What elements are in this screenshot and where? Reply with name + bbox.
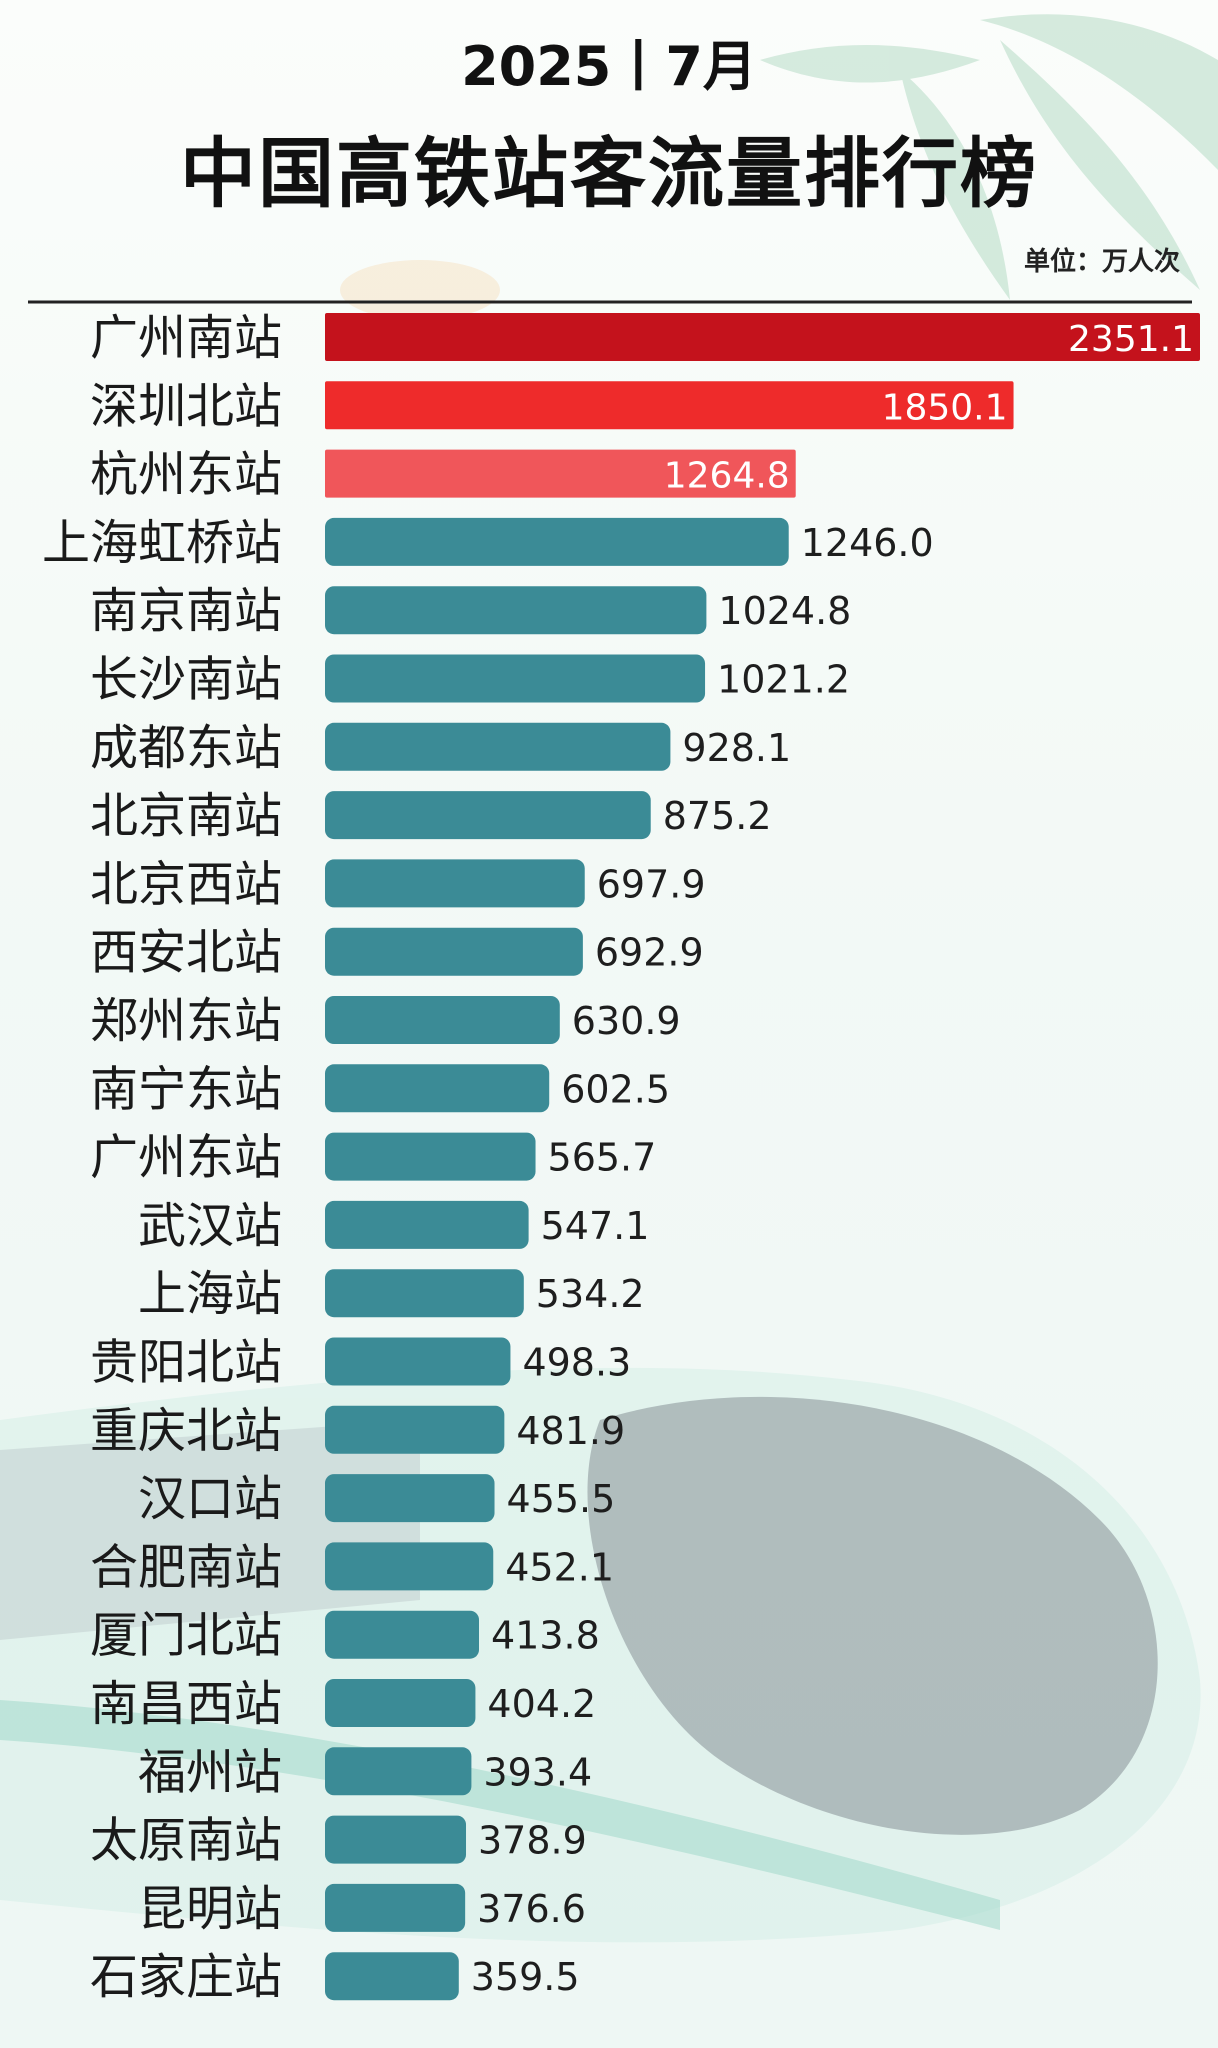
bar <box>325 1132 536 1181</box>
value-label: 697.9 <box>597 862 706 906</box>
value-label: 928.1 <box>682 726 791 770</box>
category-label: 合肥南站 <box>90 1539 282 1595</box>
category-label: 北京西站 <box>90 856 282 912</box>
category-label: 成都东站 <box>90 720 282 776</box>
bar <box>325 1405 505 1454</box>
bar <box>325 1200 529 1249</box>
value-label: 413.8 <box>491 1614 600 1658</box>
bar <box>325 1542 494 1591</box>
value-label: 404.2 <box>487 1682 596 1726</box>
value-label: 376.6 <box>477 1887 586 1931</box>
bar <box>325 1474 495 1523</box>
value-label: 1850.1 <box>882 387 1008 428</box>
bar <box>325 1337 511 1386</box>
category-label: 福州站 <box>138 1744 282 1800</box>
bar <box>325 517 789 566</box>
value-label: 378.9 <box>478 1819 587 1863</box>
bar <box>325 1883 466 1932</box>
value-label: 534.2 <box>536 1272 645 1316</box>
category-label: 武汉站 <box>138 1198 282 1254</box>
bar <box>325 722 671 771</box>
bar <box>325 1679 476 1727</box>
category-label: 石家庄站 <box>90 1949 282 2005</box>
bar <box>325 1064 550 1113</box>
value-label: 452.1 <box>505 1545 614 1589</box>
bar <box>325 381 1014 430</box>
unit-label: 单位：万人次 <box>1024 246 1180 277</box>
value-label: 1246.0 <box>801 521 934 565</box>
category-label: 长沙南站 <box>90 652 282 708</box>
category-label: 上海虹桥站 <box>42 515 282 571</box>
value-label: 630.9 <box>572 999 681 1043</box>
category-label: 太原南站 <box>90 1813 282 1869</box>
category-label: 深圳北站 <box>90 378 282 434</box>
bar <box>325 654 706 703</box>
category-label: 南昌西站 <box>90 1676 282 1732</box>
category-label: 昆明站 <box>138 1881 282 1937</box>
value-label: 692.9 <box>595 931 704 975</box>
category-label: 杭州东站 <box>90 447 282 503</box>
value-label: 2351.1 <box>1068 319 1194 360</box>
category-label: 南宁东站 <box>90 1061 282 1117</box>
bar <box>325 1747 472 1796</box>
value-label: 875.2 <box>663 794 772 838</box>
value-label: 565.7 <box>548 1136 657 1180</box>
value-label: 1021.2 <box>717 658 850 702</box>
category-label: 汉口站 <box>138 1471 282 1527</box>
value-label: 393.4 <box>483 1750 592 1794</box>
category-label: 南京南站 <box>90 583 282 639</box>
bar <box>325 449 796 498</box>
value-label: 481.9 <box>516 1409 625 1453</box>
bar <box>325 927 583 976</box>
category-label: 贵阳北站 <box>90 1335 282 1391</box>
bar <box>325 1269 524 1318</box>
bar <box>325 1610 480 1659</box>
category-label: 上海站 <box>138 1266 282 1322</box>
category-label: 广州南站 <box>90 310 282 366</box>
category-label: 广州东站 <box>90 1130 282 1186</box>
value-label: 602.5 <box>561 1067 670 1111</box>
category-label: 郑州东站 <box>90 993 282 1049</box>
bar <box>325 859 585 908</box>
bar <box>325 1952 459 2001</box>
chart-title: 中国高铁站客流量排行榜 <box>180 129 1038 218</box>
period-label: 2025丨7月 <box>461 35 757 98</box>
value-label: 359.5 <box>471 1955 580 1999</box>
category-label: 西安北站 <box>90 925 282 981</box>
category-label: 厦门北站 <box>90 1608 282 1664</box>
value-label: 1024.8 <box>718 589 851 633</box>
value-label: 455.5 <box>507 1477 616 1521</box>
bar <box>325 586 707 635</box>
value-label: 498.3 <box>522 1341 631 1385</box>
bars-group: 广州南站 2351.1 深圳北站 1850.1 杭州东站 1264.8 上海虹桥站 1246.… <box>42 310 1200 2005</box>
value-label: 547.1 <box>541 1204 650 1248</box>
bar <box>325 791 651 840</box>
bar <box>325 1815 467 1864</box>
category-label: 重庆北站 <box>90 1403 282 1459</box>
bar <box>325 313 1200 361</box>
value-label: 1264.8 <box>664 456 790 497</box>
category-label: 北京南站 <box>90 788 282 844</box>
bar <box>325 996 560 1044</box>
